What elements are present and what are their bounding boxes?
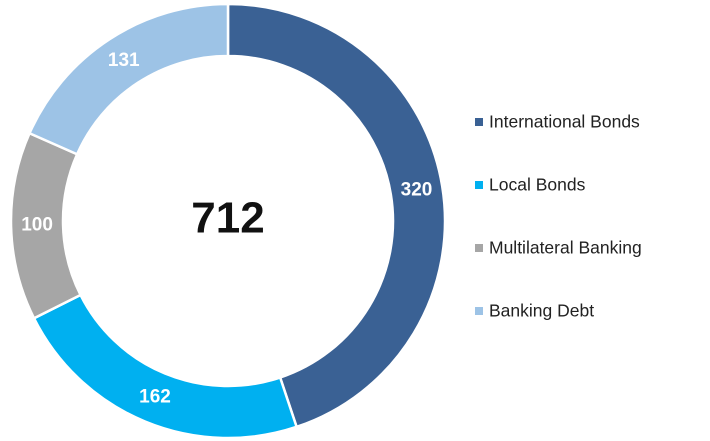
center-label: 712 [191,194,264,243]
legend-label: Local Bonds [489,175,586,195]
data-label: 162 [139,387,171,408]
legend-label: International Bonds [489,112,640,132]
data-label: 100 [21,215,53,236]
legend-label: Banking Debt [489,301,594,321]
data-label: 320 [401,179,433,200]
legend-swatch [475,181,483,189]
legend-swatch [475,307,483,315]
data-label: 131 [108,50,140,71]
legend-label: Multilateral Banking [489,238,642,258]
donut-segment [32,293,299,440]
donut-segment [27,2,230,156]
donut-segment [226,2,447,429]
legend-swatch [475,244,483,252]
legend-swatch [475,118,483,126]
